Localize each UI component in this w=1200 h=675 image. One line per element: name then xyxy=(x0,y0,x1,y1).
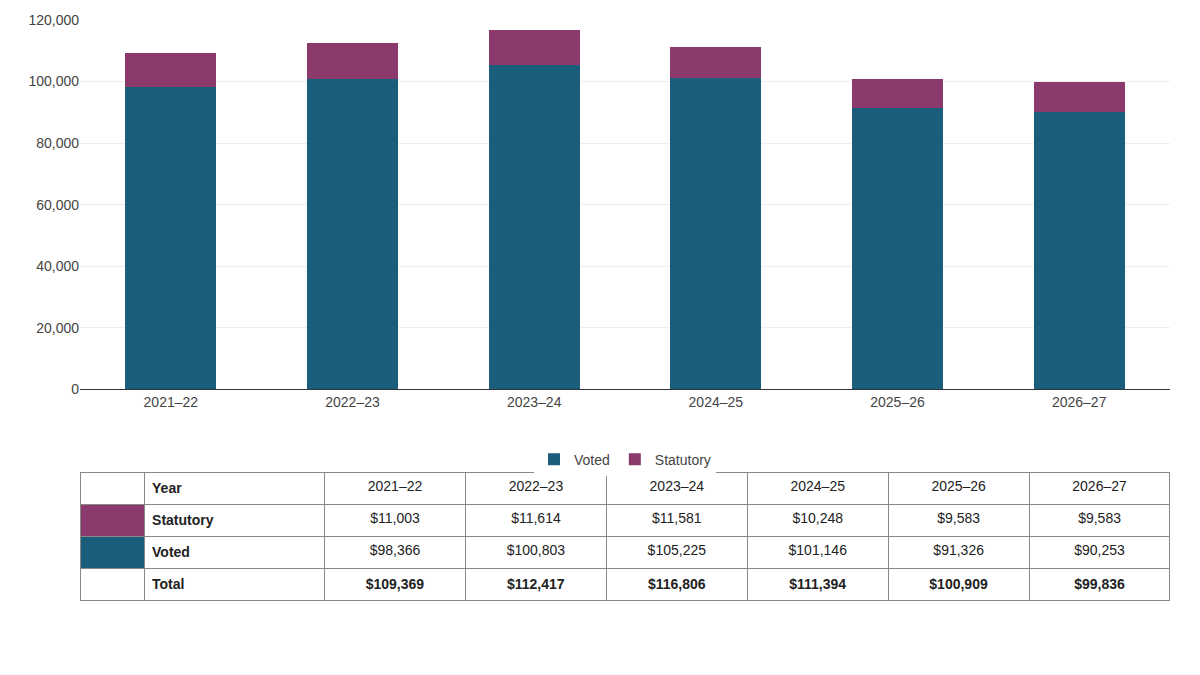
svg-text:$111,394: $111,394 xyxy=(789,576,846,592)
svg-text:$105,225: $105,225 xyxy=(648,542,707,558)
svg-text:2024–25: 2024–25 xyxy=(790,478,845,494)
svg-text:$11,003: $11,003 xyxy=(370,510,420,526)
svg-text:2025–26: 2025–26 xyxy=(870,394,925,410)
svg-text:$90,253: $90,253 xyxy=(1074,542,1125,558)
svg-text:2021–22: 2021–22 xyxy=(144,394,199,410)
svg-text:$109,369: $109,369 xyxy=(366,576,425,592)
svg-text:2023–24: 2023–24 xyxy=(507,394,562,410)
svg-text:2025–26: 2025–26 xyxy=(931,478,986,494)
svg-text:100,000: 100,000 xyxy=(28,73,79,89)
svg-text:$11,581: $11,581 xyxy=(652,510,702,526)
svg-text:$100,803: $100,803 xyxy=(507,542,566,558)
svg-text:80,000: 80,000 xyxy=(36,135,79,151)
svg-text:0: 0 xyxy=(71,381,79,397)
svg-text:$98,366: $98,366 xyxy=(370,542,421,558)
svg-text:$9,583: $9,583 xyxy=(1078,510,1121,526)
svg-text:$91,326: $91,326 xyxy=(933,542,984,558)
svg-text:20,000: 20,000 xyxy=(36,320,79,336)
svg-text:$100,909: $100,909 xyxy=(929,576,988,592)
svg-text:40,000: 40,000 xyxy=(36,258,79,274)
svg-text:Voted: Voted xyxy=(152,544,190,560)
svg-text:Statutory: Statutory xyxy=(152,512,214,528)
svg-text:$11,614: $11,614 xyxy=(511,510,561,526)
svg-text:60,000: 60,000 xyxy=(36,197,79,213)
svg-text:$116,806: $116,806 xyxy=(648,576,706,592)
svg-text:2023–24: 2023–24 xyxy=(650,478,705,494)
svg-text:2022–23: 2022–23 xyxy=(509,478,564,494)
svg-text:2021–22: 2021–22 xyxy=(368,478,423,494)
svg-text:$9,583: $9,583 xyxy=(937,510,980,526)
svg-text:$10,248: $10,248 xyxy=(792,510,843,526)
svg-text:Statutory: Statutory xyxy=(655,452,711,468)
svg-text:2024–25: 2024–25 xyxy=(689,394,744,410)
svg-text:$99,836: $99,836 xyxy=(1074,576,1125,592)
svg-text:120,000: 120,000 xyxy=(28,12,79,28)
svg-text:$112,417: $112,417 xyxy=(507,576,565,592)
svg-text:Year: Year xyxy=(152,480,182,496)
svg-text:Total: Total xyxy=(152,576,184,592)
svg-text:2026–27: 2026–27 xyxy=(1072,478,1127,494)
svg-text:2022–23: 2022–23 xyxy=(325,394,380,410)
svg-text:2026–27: 2026–27 xyxy=(1052,394,1107,410)
svg-text:Voted: Voted xyxy=(574,452,610,468)
svg-text:$101,146: $101,146 xyxy=(789,542,848,558)
